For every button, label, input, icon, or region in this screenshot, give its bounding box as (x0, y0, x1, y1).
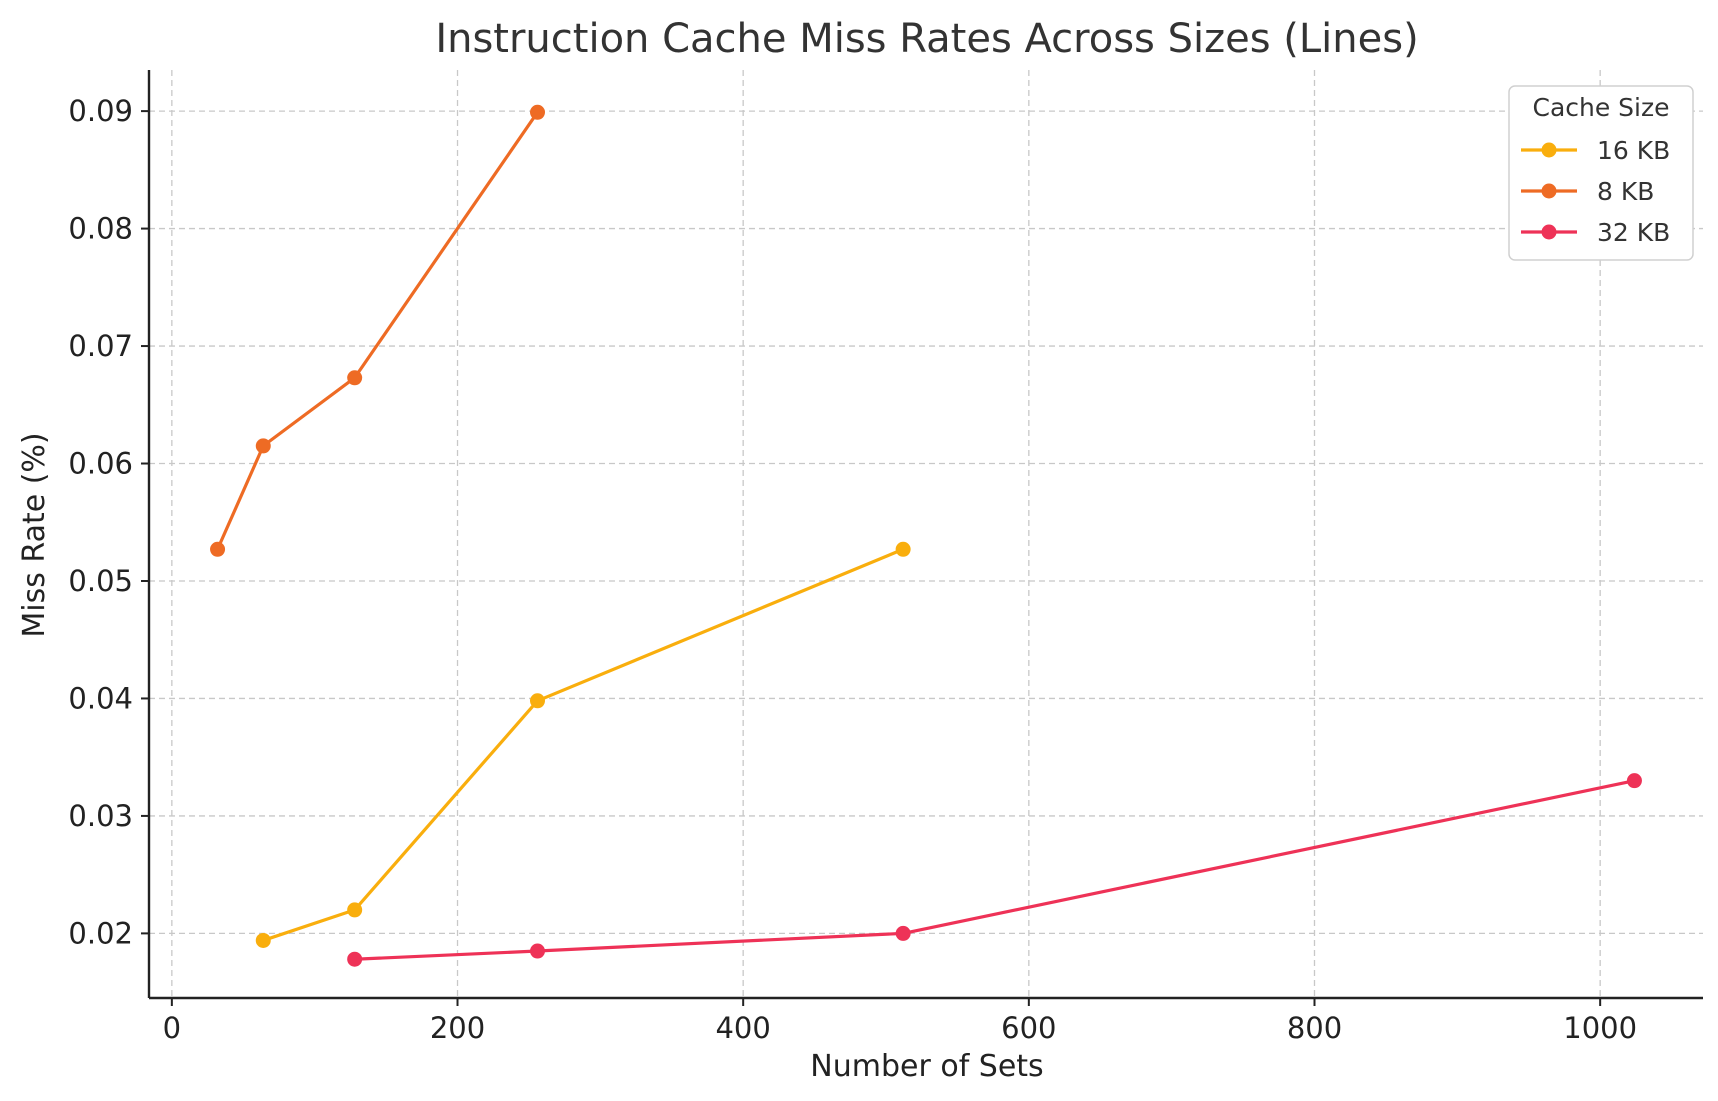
data-point (530, 693, 545, 709)
x-tick-label: 600 (1001, 1011, 1056, 1045)
series-line (354, 779, 1635, 961)
y-tick-label: 0.08 (68, 212, 133, 246)
series-16-kb (255, 541, 911, 948)
x-axis-ticks: 0 200 400 600 800 1000 (163, 998, 1637, 1045)
y-tick-label: 0.03 (68, 799, 133, 833)
series-line (262, 547, 904, 942)
chart-title: Instruction Cache Miss Rates Across Size… (435, 16, 1418, 62)
data-point (530, 943, 545, 959)
data-point (255, 438, 271, 454)
data-point (347, 370, 363, 386)
x-tick-label: 0 (163, 1011, 181, 1045)
data-point (895, 925, 911, 941)
legend-box (1508, 85, 1694, 261)
data-point (347, 902, 363, 918)
y-tick-label: 0.02 (68, 916, 133, 950)
x-tick-label: 200 (430, 1011, 485, 1045)
axes (147, 70, 1703, 1000)
series-8-kb (210, 104, 545, 557)
legend-marker (1541, 142, 1557, 158)
data-point (255, 932, 271, 948)
legend-label: 8 KB (1597, 177, 1654, 206)
y-tick-label: 0.09 (68, 94, 133, 128)
y-tick-label: 0.06 (68, 447, 133, 481)
y-tick-label: 0.05 (68, 564, 133, 598)
y-axis-label: Miss Rate (%) (17, 432, 52, 637)
legend-label: 16 KB (1597, 136, 1670, 165)
legend-item: 32 KB (1521, 218, 1670, 247)
data-point (895, 541, 911, 557)
x-tick-label: 800 (1287, 1011, 1342, 1045)
series-32-kb (347, 773, 1642, 967)
legend-item: 8 KB (1521, 177, 1654, 206)
series (210, 104, 1642, 967)
legend-marker (1541, 224, 1557, 240)
x-axis-label: Number of Sets (810, 1049, 1043, 1084)
y-tick-label: 0.04 (68, 681, 133, 715)
data-point (347, 951, 363, 967)
data-point (210, 541, 226, 557)
legend: Cache Size 16 KB 8 KB 32 KB (1508, 85, 1694, 261)
grid (149, 70, 1703, 998)
x-tick-label: 1000 (1563, 1011, 1637, 1045)
y-axis-ticks: 0.02 0.03 0.04 0.05 0.06 0.07 0.08 0.09 (68, 94, 149, 950)
series-line (216, 111, 539, 550)
data-point (1626, 773, 1642, 789)
x-tick-label: 400 (715, 1011, 770, 1045)
data-point (530, 104, 545, 120)
legend-marker (1541, 183, 1557, 199)
y-tick-label: 0.07 (68, 329, 133, 363)
legend-item: 16 KB (1521, 136, 1670, 165)
legend-label: 32 KB (1597, 218, 1670, 247)
legend-title: Cache Size (1532, 93, 1669, 122)
